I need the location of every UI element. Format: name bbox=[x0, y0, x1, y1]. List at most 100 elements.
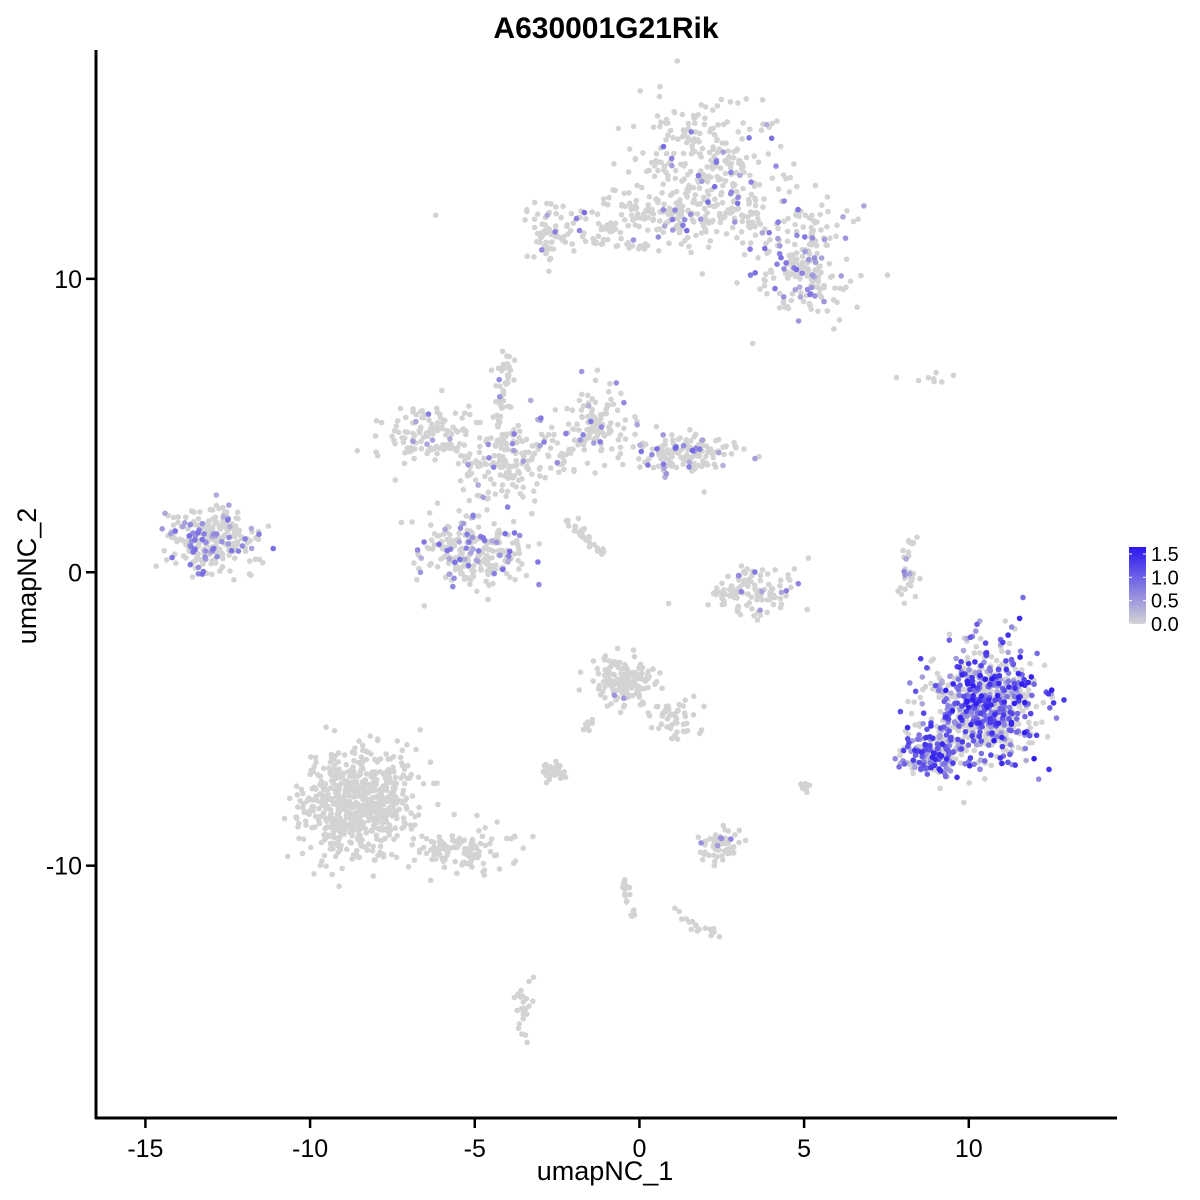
cell-point bbox=[752, 223, 758, 230]
cell-point bbox=[723, 210, 729, 216]
cell-point bbox=[594, 665, 601, 672]
cell-point bbox=[620, 461, 626, 468]
cell-point bbox=[537, 473, 543, 479]
cell-point bbox=[576, 397, 583, 404]
cell-point bbox=[451, 811, 457, 818]
cell-point bbox=[752, 270, 758, 276]
x-tick-label: -10 bbox=[292, 1135, 328, 1163]
cell-point bbox=[650, 216, 657, 223]
cell-point bbox=[503, 570, 510, 577]
cell-point bbox=[514, 538, 520, 545]
cell-point bbox=[321, 837, 328, 843]
cell-point bbox=[213, 502, 220, 509]
cell-point bbox=[354, 793, 360, 799]
cell-point bbox=[660, 229, 667, 236]
cell-point bbox=[457, 556, 463, 563]
cell-point bbox=[943, 687, 949, 694]
cell-point bbox=[855, 216, 861, 222]
cell-point bbox=[781, 266, 787, 272]
cell-point bbox=[475, 524, 482, 530]
cell-point bbox=[801, 264, 808, 271]
cell-point bbox=[789, 291, 796, 297]
cell-point bbox=[459, 549, 466, 555]
cell-point bbox=[832, 285, 838, 291]
cell-point bbox=[697, 849, 704, 856]
cell-point bbox=[403, 803, 410, 810]
cell-point bbox=[437, 411, 443, 418]
cell-point bbox=[515, 546, 522, 553]
cell-point bbox=[976, 733, 983, 740]
cell-point bbox=[977, 650, 983, 656]
cell-point bbox=[964, 698, 970, 705]
cell-point bbox=[467, 472, 473, 478]
cell-point bbox=[689, 143, 695, 149]
cell-point bbox=[943, 714, 949, 720]
cell-point bbox=[924, 726, 930, 733]
cell-point bbox=[682, 713, 689, 720]
cell-point bbox=[956, 692, 962, 699]
cell-point bbox=[544, 212, 551, 218]
cell-point bbox=[477, 840, 484, 847]
cell-point bbox=[456, 539, 463, 545]
cell-point bbox=[730, 183, 737, 190]
cell-point bbox=[585, 392, 591, 399]
cell-point bbox=[911, 699, 917, 705]
cell-point bbox=[585, 433, 592, 439]
cell-point bbox=[987, 715, 994, 722]
cell-point bbox=[600, 430, 606, 437]
cell-point bbox=[935, 687, 942, 694]
cell-point bbox=[698, 840, 704, 846]
cell-point bbox=[1003, 747, 1009, 754]
x-tick-label: 5 bbox=[797, 1135, 811, 1163]
cell-point bbox=[476, 460, 483, 466]
cell-point bbox=[286, 795, 293, 802]
cell-point bbox=[729, 224, 736, 231]
cell-point bbox=[387, 808, 393, 815]
cell-point bbox=[695, 172, 702, 179]
cell-point bbox=[531, 224, 538, 231]
cell-point bbox=[409, 793, 416, 799]
cell-point bbox=[968, 721, 974, 728]
cell-point bbox=[622, 203, 628, 210]
cell-point bbox=[434, 564, 441, 570]
cell-point bbox=[327, 840, 334, 847]
cell-point bbox=[694, 928, 700, 934]
cell-point bbox=[397, 754, 404, 761]
cell-point bbox=[491, 520, 497, 527]
cell-point bbox=[632, 222, 639, 228]
cell-point bbox=[485, 596, 491, 603]
cell-point bbox=[467, 581, 473, 587]
cell-point bbox=[713, 437, 719, 444]
cell-point bbox=[922, 683, 929, 690]
cell-point bbox=[709, 107, 716, 113]
cell-point bbox=[645, 202, 652, 208]
cell-point bbox=[680, 443, 687, 449]
cell-point bbox=[726, 154, 732, 160]
cell-point bbox=[751, 153, 757, 159]
cell-point bbox=[322, 781, 329, 787]
cell-point bbox=[341, 831, 348, 837]
cell-point bbox=[660, 432, 666, 438]
cell-point bbox=[551, 431, 557, 438]
cell-point bbox=[451, 575, 457, 582]
cell-point bbox=[450, 837, 457, 844]
cell-point bbox=[621, 399, 627, 406]
cell-point bbox=[463, 545, 470, 551]
cell-point bbox=[963, 718, 970, 724]
cell-point bbox=[989, 676, 995, 682]
cell-point bbox=[192, 537, 198, 543]
cell-point bbox=[664, 724, 670, 730]
cell-point bbox=[727, 99, 734, 105]
cell-point bbox=[712, 464, 719, 470]
cell-point bbox=[187, 521, 194, 528]
cell-point bbox=[831, 326, 837, 332]
cell-point bbox=[423, 430, 430, 437]
cell-point bbox=[446, 445, 453, 452]
cell-point bbox=[163, 557, 170, 563]
cell-point bbox=[515, 1025, 522, 1032]
cell-point bbox=[317, 862, 324, 869]
cell-point bbox=[482, 825, 488, 831]
cell-point bbox=[748, 594, 755, 600]
cell-point bbox=[688, 249, 694, 256]
cell-point bbox=[774, 261, 780, 268]
